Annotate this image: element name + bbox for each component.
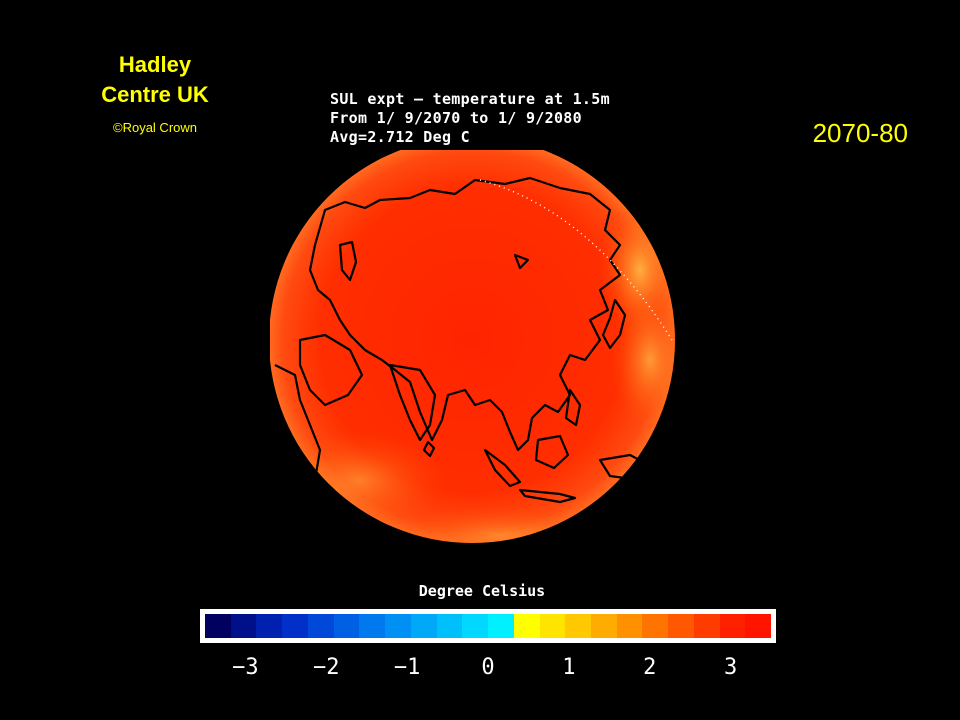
period-label: 2070-80 [812,118,908,148]
colorbar-cell [539,614,566,638]
colorbar-cell [282,614,308,638]
colorbar-label-text: Degree Celsius [418,582,546,600]
colorbar-cell [359,614,386,638]
colorbar-cell [616,614,643,638]
colorbar-tick-label: −3 [232,655,259,680]
colorbar-cell [230,614,257,638]
colorbar-tick-label: 3 [723,655,738,680]
colorbar-cell [513,614,540,638]
colorbar-tick-label: 0 [481,655,495,680]
colorbar-cell [693,614,720,638]
colorbar-cell [488,614,514,638]
warm-anomaly-south [390,505,610,543]
globe-map [270,150,675,543]
colorbar-tick-label: −2 [313,655,340,680]
colorbar-cell [256,614,283,638]
colorbar-cell [745,614,772,638]
colorbar-cell [410,614,437,638]
plot-title-line1: SUL expt — temperature at 1.5m [330,90,610,108]
colorbar-cell [436,614,463,638]
colorbar-label: Degree Celsius [0,582,960,600]
colorbar-ticks: −3 −2 −1 0 1 2 3 [0,655,960,685]
colorbar-cell [333,614,360,638]
continent-outlines [274,176,657,531]
colorbar-cell [719,614,746,638]
plot-title: SUL expt — temperature at 1.5m From 1/ 9/… [330,90,610,147]
colorbar-cell [385,614,411,638]
colorbar-tick-label: 1 [562,655,576,680]
copyright-text: ©Royal Crown [113,120,197,135]
colorbar-cell [565,614,592,638]
colorbar-cell [462,614,489,638]
colorbar-tick-label: −1 [393,655,421,680]
org-name-line1: Hadley [118,52,192,77]
colorbar-cell [591,614,617,638]
credit-block: Hadley Centre UK ©Royal Crown [60,50,250,135]
colorbar [200,609,776,643]
colorbar-cell [668,614,694,638]
colorbar-cell [642,614,669,638]
colorbar-cell [205,614,231,638]
org-name-line2: Centre UK [101,82,209,107]
plot-title-line3: Avg=2.712 Deg C [330,128,470,146]
plot-title-line2: From 1/ 9/2070 to 1/ 9/2080 [330,109,582,127]
colorbar-tick-label: 2 [643,655,657,680]
colorbar-cell [307,614,334,638]
